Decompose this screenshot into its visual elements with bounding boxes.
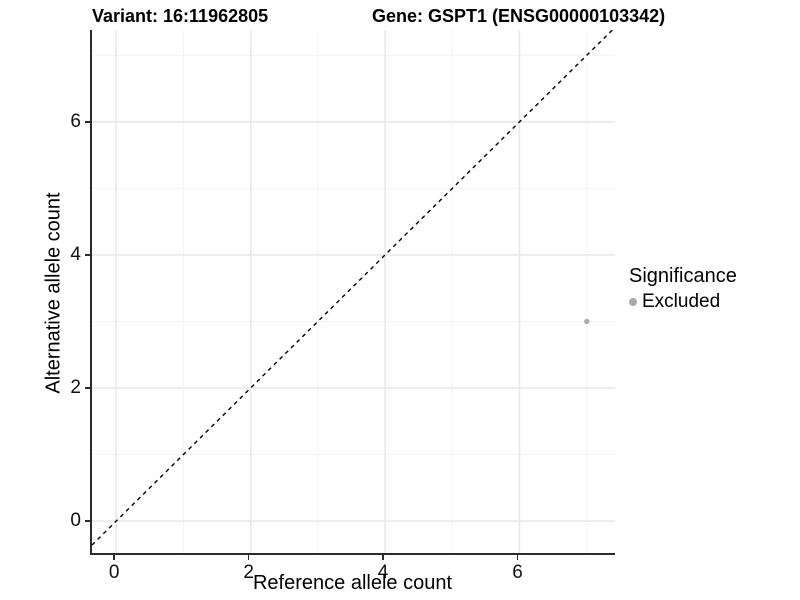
- legend: Significance Excluded: [629, 265, 737, 313]
- legend-item-excluded: Excluded: [629, 291, 737, 313]
- x-tick-label: 0: [108, 562, 120, 583]
- y-axis-title: Alternative allele count: [42, 192, 65, 394]
- y-tick-mark: [85, 387, 90, 389]
- plot-panel: [90, 30, 615, 555]
- x-tick-mark: [382, 555, 384, 560]
- y-tick-label: 0: [70, 510, 81, 532]
- x-tick-mark: [113, 555, 115, 560]
- x-tick-label: 4: [377, 562, 389, 583]
- legend-key-dot-icon: [629, 298, 637, 306]
- y-tick-mark: [85, 254, 90, 256]
- x-tick-mark: [516, 555, 519, 560]
- legend-item-label: Excluded: [642, 291, 721, 312]
- x-tick-mark: [247, 555, 250, 560]
- data-point: [584, 318, 590, 325]
- plot-title-variant: Variant: 16:11962805: [92, 6, 269, 26]
- y-tick-label: 6: [70, 110, 81, 132]
- y-tick-label: 2: [70, 376, 81, 398]
- plot-title-gene: Gene: GSPT1 (ENSG00000103342): [372, 6, 666, 26]
- x-axis-title: Reference allele count: [252, 572, 452, 594]
- y-tick-mark: [85, 520, 90, 522]
- y-tick-mark: [85, 121, 90, 123]
- x-tick-label: 6: [512, 562, 523, 583]
- x-tick-label: 2: [243, 562, 254, 583]
- legend-title: Significance: [629, 265, 737, 287]
- plot-canvas: [92, 30, 615, 553]
- identity-reference-line: [92, 30, 613, 546]
- y-tick-label: 4: [70, 243, 81, 265]
